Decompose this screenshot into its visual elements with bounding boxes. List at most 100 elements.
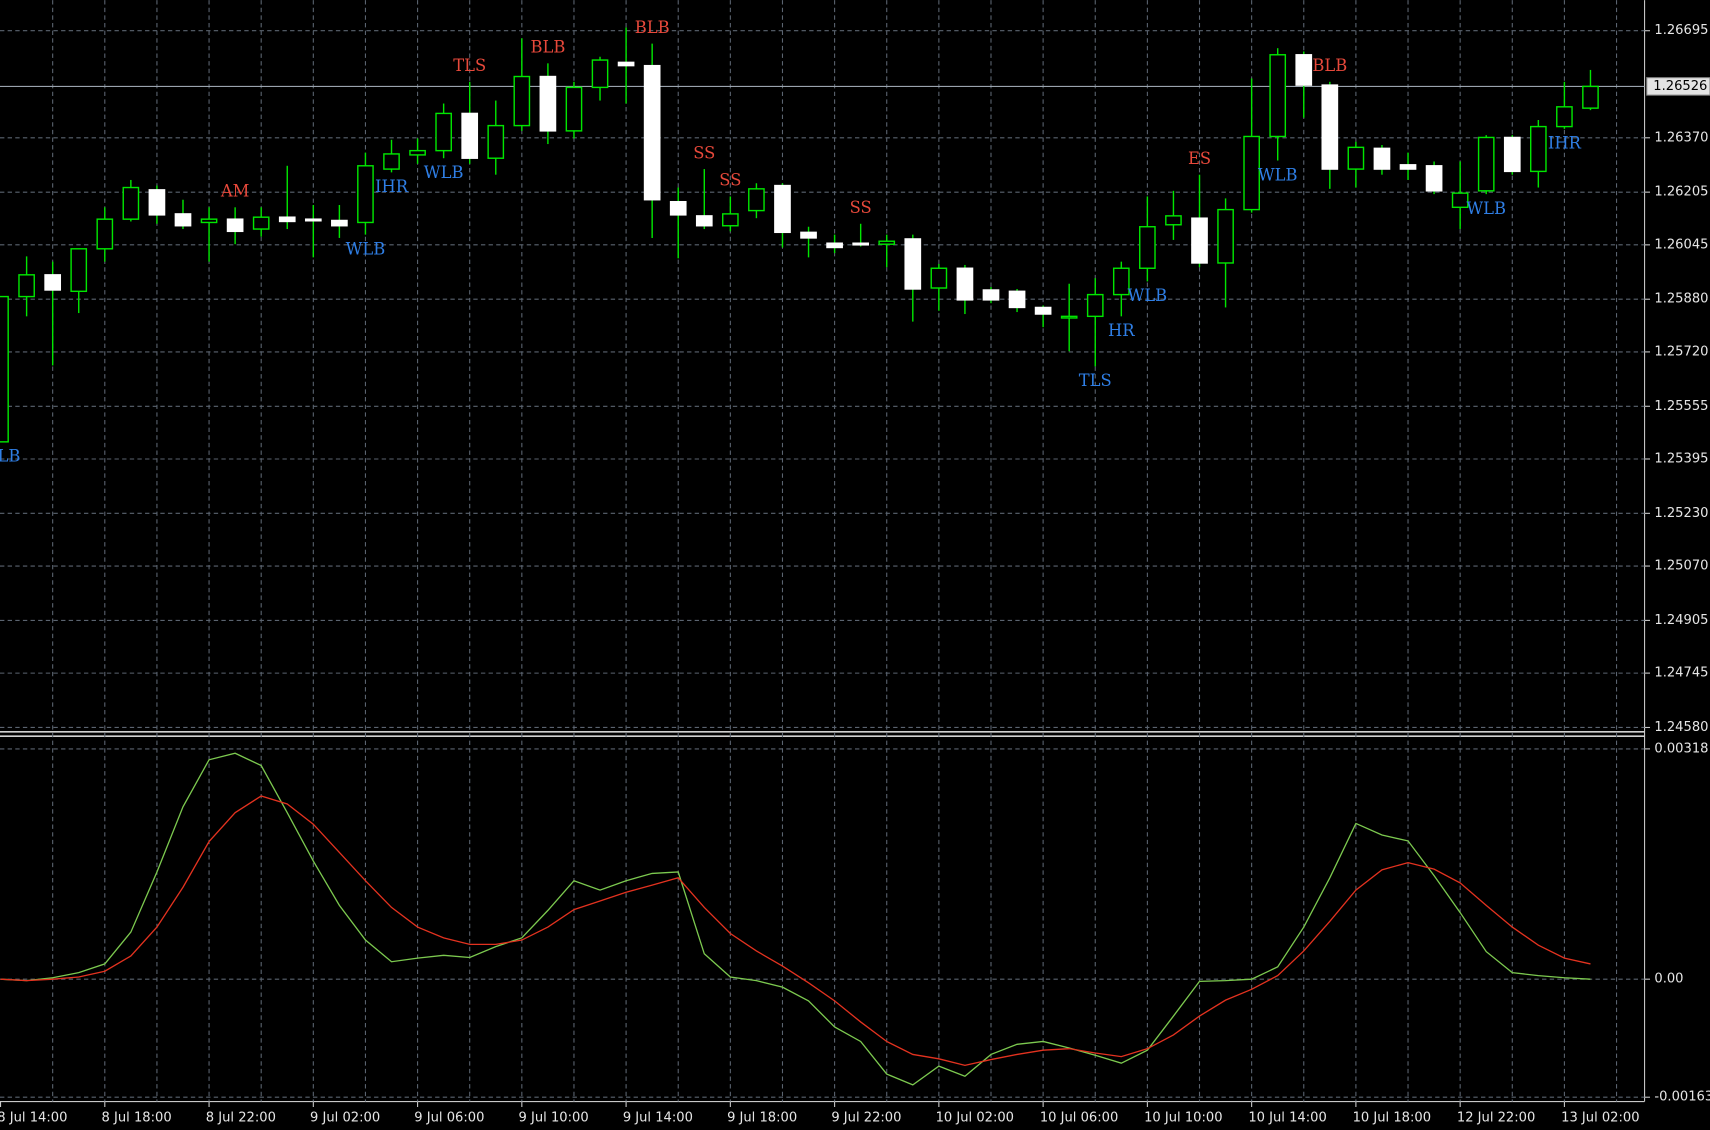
candle-body — [1477, 136, 1495, 192]
pattern-label: IHR — [1548, 134, 1582, 153]
y-tick-label: 1.25555 — [1654, 399, 1708, 414]
candle-body — [70, 248, 88, 293]
candle-body — [669, 200, 687, 216]
x-tick-label: 9 Jul 22:00 — [831, 1110, 901, 1125]
indicator-line — [0, 795, 1591, 1067]
candle-body — [304, 218, 322, 222]
candle-body — [1112, 267, 1130, 296]
x-tick-label: 13 Jul 02:00 — [1561, 1110, 1639, 1125]
candle-body — [539, 75, 557, 132]
candle-body — [1139, 226, 1156, 269]
y-tick-label: 1.25395 — [1654, 451, 1708, 466]
candle-body — [1582, 85, 1599, 109]
candle-body — [1243, 135, 1260, 211]
candle-body — [96, 218, 114, 250]
candle-body — [513, 75, 531, 127]
pattern-label: WLB — [1128, 286, 1168, 305]
candle-body — [1086, 293, 1104, 318]
candle-body — [44, 274, 62, 291]
pattern-label: WLB — [1258, 165, 1298, 184]
candle-body — [617, 61, 635, 67]
pattern-label: TLS — [453, 56, 486, 75]
y-tick-label: 1.24905 — [1654, 613, 1708, 628]
candle-body — [409, 149, 426, 156]
pattern-label: WLB — [346, 239, 386, 258]
candle-body — [1008, 290, 1026, 309]
y-tick-label: 1.25880 — [1654, 292, 1708, 307]
pattern-label: AM — [220, 182, 250, 201]
candle-body — [226, 218, 244, 233]
y-tick-label: 0.00318 — [1654, 741, 1708, 756]
candle-body — [774, 184, 791, 234]
candle-body — [487, 124, 505, 159]
candle-body — [1556, 106, 1573, 128]
candle-body — [1165, 215, 1182, 226]
candle-body — [200, 218, 218, 224]
y-tick-label: 1.26045 — [1654, 237, 1708, 252]
candle-body — [0, 295, 9, 443]
pattern-label: WLB — [1466, 199, 1506, 218]
y-tick-label: 1.25230 — [1654, 506, 1708, 521]
y-tick-label: 1.26205 — [1654, 185, 1708, 200]
candle-body — [1451, 192, 1469, 209]
candle-body — [1530, 125, 1547, 173]
x-tick-label: 10 Jul 18:00 — [1353, 1110, 1431, 1125]
candle-body — [435, 112, 452, 152]
candle-body — [331, 219, 348, 227]
candle-body — [852, 242, 870, 246]
candle-body — [1191, 217, 1208, 264]
y-tick-label: 1.26695 — [1654, 23, 1708, 38]
candle-body — [1347, 146, 1365, 170]
x-tick-label: 8 Jul 22:00 — [206, 1110, 276, 1125]
candle-body — [956, 267, 974, 301]
y-tick-label: 1.25720 — [1654, 344, 1708, 359]
candle-body — [1269, 54, 1287, 138]
y-tick-label: 1.26370 — [1654, 130, 1708, 145]
candle-body — [1217, 208, 1234, 264]
candle-body — [278, 216, 296, 223]
candle-body — [1373, 147, 1391, 170]
candle-body — [748, 188, 765, 212]
indicator-line — [0, 752, 1591, 1086]
candle-body — [878, 240, 896, 245]
pattern-label: HR — [1108, 321, 1135, 340]
x-tick-label: 10 Jul 14:00 — [1248, 1110, 1326, 1125]
candle-body — [826, 242, 843, 249]
x-tick-label: 9 Jul 10:00 — [519, 1110, 589, 1125]
candle-body — [800, 231, 817, 239]
y-tick-label: 1.24580 — [1654, 720, 1708, 735]
y-tick-label: 0.00 — [1654, 972, 1683, 987]
candle-body — [1295, 54, 1313, 86]
candle-body — [1060, 315, 1078, 319]
current-price-label: 1.26526 — [1653, 79, 1707, 94]
candle-body — [18, 274, 35, 298]
candle-body — [357, 165, 374, 224]
x-tick-label: 9 Jul 02:00 — [310, 1110, 380, 1125]
y-tick-label: 1.24745 — [1654, 666, 1708, 681]
candle-body — [122, 186, 140, 220]
candle-body — [1425, 165, 1443, 192]
candle-body — [1034, 306, 1052, 315]
candle-body — [461, 112, 479, 159]
candle-body — [695, 215, 713, 227]
candle-body — [930, 267, 948, 289]
x-tick-label: 8 Jul 14:00 — [0, 1110, 67, 1125]
pattern-label: BLB — [635, 18, 670, 37]
candle-body — [643, 64, 661, 201]
pattern-label: BLB — [1312, 56, 1347, 75]
x-tick-label: 8 Jul 18:00 — [102, 1110, 172, 1125]
candle-body — [591, 59, 609, 89]
pattern-label: ES — [1188, 149, 1211, 168]
pattern-label: BLB — [530, 38, 565, 57]
candle-body — [565, 86, 583, 132]
pattern-label: TLS — [1079, 371, 1112, 390]
candle-body — [148, 189, 166, 216]
pattern-label: WLB — [424, 163, 464, 182]
x-tick-label: 9 Jul 14:00 — [623, 1110, 693, 1125]
candle-body — [1321, 84, 1339, 170]
y-tick-label: -0.00163 — [1654, 1090, 1710, 1105]
y-tick-label: 1.25070 — [1654, 559, 1708, 574]
candle-body — [174, 213, 192, 227]
